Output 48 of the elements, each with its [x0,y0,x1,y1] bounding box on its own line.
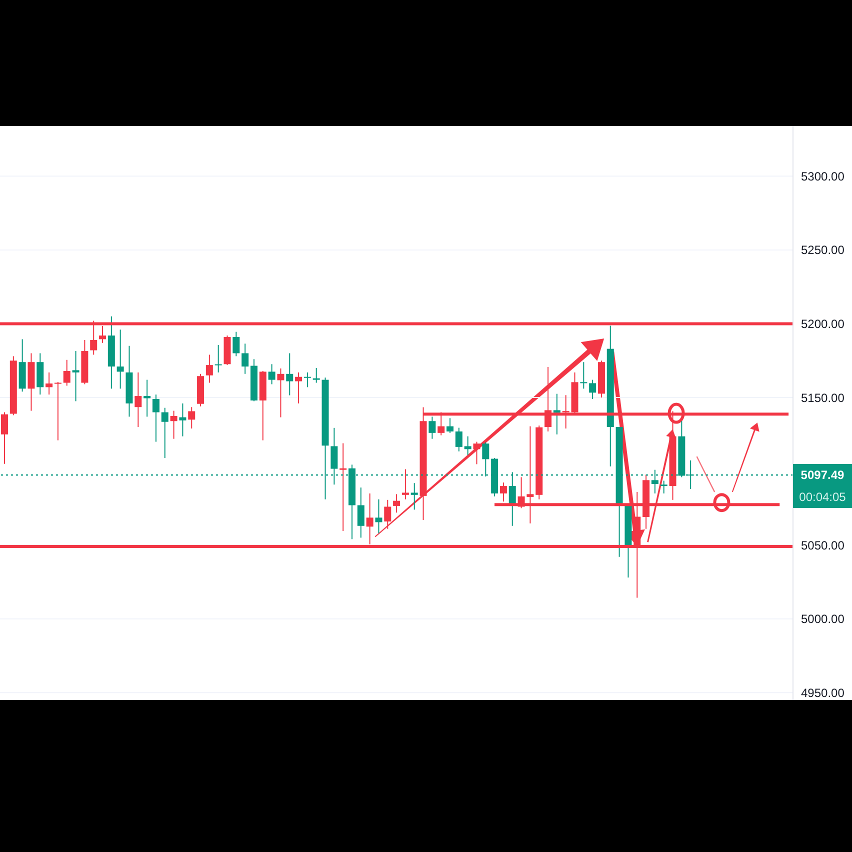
candlestick [268,364,276,385]
candlestick [304,372,311,388]
candlestick [277,368,284,418]
candlestick [152,394,160,442]
y-tick-label: 5050.00 [801,538,845,552]
candlestick [295,372,302,404]
candlestick [660,480,668,494]
candlestick [410,482,418,510]
candlestick [134,372,142,428]
candlestick [179,402,186,437]
y-tick-label: 5200.00 [801,316,845,331]
candlestick [580,362,588,390]
candlestick [116,329,124,390]
y-tick-label: 5150.00 [801,390,845,405]
candlestick [188,406,196,429]
candlestick [242,343,249,374]
candlestick [144,379,151,418]
ref-line-label: 5097.49 [800,468,845,482]
candlestick [232,331,240,357]
candlestick [428,416,436,440]
y-tick-label: 5300.00 [801,169,845,184]
text: 00:04:05 [799,490,846,504]
y-tick-label: 5250.00 [801,243,845,258]
candlestick [589,379,596,400]
candlestick [473,441,480,465]
candlestick [393,494,400,514]
candlestick [286,352,294,396]
y-tick-label: 5000.00 [801,612,845,626]
candlestick [206,354,213,384]
candlestick [357,487,364,538]
y-tick-label: 4950.00 [801,686,845,700]
candlestick [464,436,472,456]
candlestick [214,344,222,373]
candlestick [384,499,392,530]
candlestick [72,350,80,402]
candlestick [170,410,178,440]
candlestick [402,468,409,500]
candlestick [312,367,320,384]
candlestick [1,412,8,464]
candlestick [375,498,382,534]
candlestick [46,372,53,396]
candlestick [161,407,168,459]
candlestick [340,442,347,532]
candlestick [54,382,62,441]
candlestick [553,393,560,435]
candlestick [63,359,70,386]
candlestick [446,418,454,434]
candlestick [455,427,462,452]
